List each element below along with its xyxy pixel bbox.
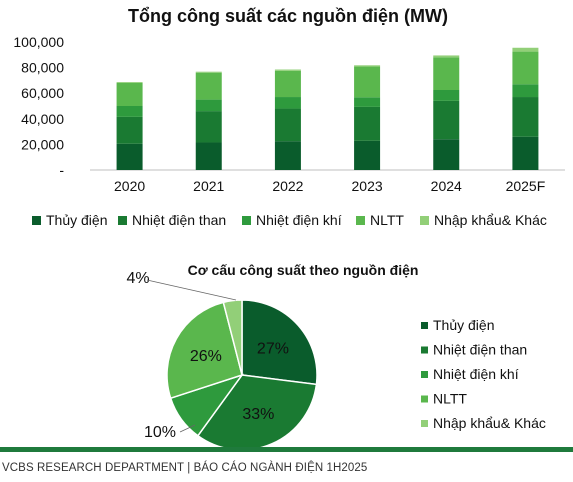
bar-segment bbox=[195, 99, 222, 112]
pie-chart: 27% 33% 10% 26% 4% bbox=[126, 270, 318, 451]
bar-segment bbox=[274, 97, 301, 109]
pie-slice bbox=[166, 301, 243, 400]
pie-data-label: 10% bbox=[144, 424, 176, 441]
legend-swatch bbox=[421, 322, 428, 329]
pie-slice bbox=[196, 374, 318, 451]
legend-label: NLTT bbox=[433, 391, 467, 407]
legend-label: Thủy điện bbox=[433, 317, 494, 333]
y-tick-label: 100,000 bbox=[13, 34, 64, 50]
legend-label: Nhiệt điện than bbox=[433, 342, 527, 358]
pie-data-label: 27% bbox=[257, 341, 289, 358]
footer-text: VCBS RESEARCH DEPARTMENT | BÁO CÁO NGÀNH… bbox=[2, 462, 368, 474]
bar-segment bbox=[274, 141, 301, 170]
pie-chart-title: Cơ cấu công suất theo nguồn điện bbox=[188, 262, 419, 278]
pie-slice bbox=[222, 299, 243, 376]
bar-segment bbox=[512, 84, 539, 98]
bar-segment bbox=[433, 90, 460, 101]
legend-swatch bbox=[242, 216, 251, 225]
legend-label: Nhập khẩu& Khác bbox=[434, 212, 547, 228]
bar-segment bbox=[274, 70, 301, 98]
bar-segment bbox=[433, 55, 460, 58]
x-tick-label: 2023 bbox=[352, 178, 383, 194]
legend-label: NLTT bbox=[370, 212, 404, 228]
legend-label: Nhiệt điện khí bbox=[433, 366, 519, 382]
legend-swatch bbox=[118, 216, 127, 225]
leader-line bbox=[179, 424, 196, 433]
x-tick-label: 2020 bbox=[114, 178, 145, 194]
bar-segment bbox=[195, 71, 222, 73]
y-tick-label: 80,000 bbox=[21, 60, 64, 76]
bar-segment bbox=[512, 51, 539, 85]
bar-segment bbox=[433, 139, 460, 170]
y-tick-label: - bbox=[59, 162, 64, 178]
y-tick-label: 60,000 bbox=[21, 85, 64, 101]
bar-segment bbox=[195, 72, 222, 100]
legend-label: Nhiệt điện khí bbox=[256, 212, 342, 228]
bar-segment bbox=[433, 100, 460, 140]
pie-data-label: 26% bbox=[190, 348, 222, 365]
pie-chart-legend: Thủy điện Nhiệt điện than Nhiệt điện khí NL… bbox=[421, 317, 546, 431]
pie-data-label: 4% bbox=[126, 270, 149, 287]
bar-segment bbox=[274, 69, 301, 71]
bar-segment bbox=[512, 97, 539, 137]
legend-swatch bbox=[420, 216, 429, 225]
legend-label: Nhập khẩu& Khác bbox=[433, 415, 546, 431]
bar-segment bbox=[116, 82, 143, 83]
leader-line bbox=[146, 279, 237, 301]
legend-swatch bbox=[421, 395, 428, 403]
bar-segment bbox=[354, 106, 381, 141]
pie-slice bbox=[241, 299, 318, 386]
y-tick-label: 20,000 bbox=[21, 136, 64, 152]
legend-label: Nhiệt điện than bbox=[132, 212, 226, 228]
x-tick-label: 2025F bbox=[506, 178, 546, 194]
x-tick-label: 2024 bbox=[431, 178, 462, 194]
bar-segment bbox=[512, 136, 539, 170]
bar-segment bbox=[195, 142, 222, 170]
bar-segment bbox=[116, 106, 143, 117]
legend-swatch bbox=[356, 216, 365, 225]
x-tick-label: 2021 bbox=[193, 178, 224, 194]
bar-segment bbox=[116, 143, 143, 170]
bar-segment bbox=[354, 140, 381, 170]
bar-segment bbox=[274, 108, 301, 142]
footer-rule bbox=[0, 447, 573, 452]
bar-segment bbox=[116, 116, 143, 144]
bar-chart-title: Tổng công suất các nguồn điện (MW) bbox=[128, 6, 448, 26]
bar-chart-legend: Thủy điện Nhiệt điện than Nhiệt điện khí NL… bbox=[32, 212, 547, 228]
legend-label: Thủy điện bbox=[46, 212, 107, 228]
bar-segment bbox=[433, 57, 460, 90]
y-tick-label: 40,000 bbox=[21, 111, 64, 127]
bar-segment bbox=[354, 66, 381, 98]
bar-segment bbox=[195, 111, 222, 143]
legend-swatch bbox=[421, 371, 428, 378]
stacked-bar-chart: - 20,000 40,000 60,000 80,000 100,000 2020 2021… bbox=[13, 34, 565, 194]
legend-swatch bbox=[421, 420, 428, 427]
bar-segment bbox=[354, 97, 381, 107]
bar-segment bbox=[116, 82, 143, 106]
bar-segment bbox=[512, 47, 539, 52]
x-tick-label: 2022 bbox=[272, 178, 303, 194]
bar-segment bbox=[354, 65, 381, 67]
legend-swatch bbox=[421, 346, 428, 354]
pie-data-label: 33% bbox=[242, 406, 274, 423]
legend-swatch bbox=[32, 216, 41, 225]
